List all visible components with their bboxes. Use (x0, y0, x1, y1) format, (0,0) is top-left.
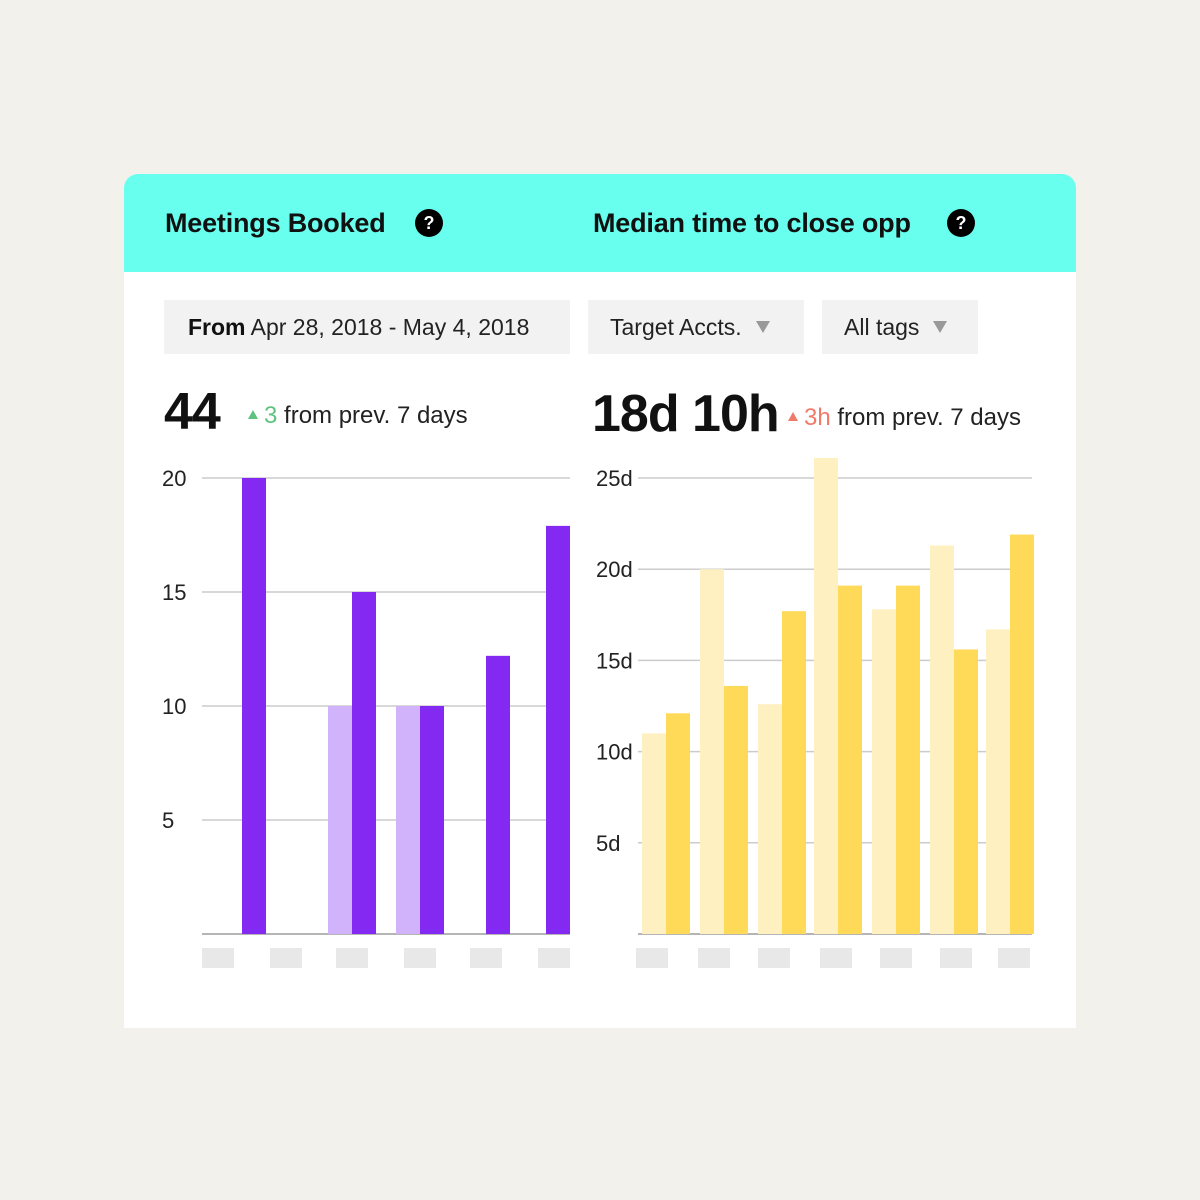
bar (872, 609, 896, 934)
y-tick-label: 10d (596, 740, 633, 765)
arrow-up-icon (248, 410, 258, 419)
meetings-booked-title: Meetings Booked (165, 208, 386, 238)
bar (420, 706, 444, 934)
close-time-delta-value: 3h (804, 404, 831, 431)
bar (1010, 534, 1034, 934)
card-header: Meetings Booked ? Median time to close o… (124, 174, 1076, 272)
bar (352, 592, 376, 934)
meetings-delta-value: 3 (264, 402, 278, 429)
x-category-placeholder (404, 948, 436, 968)
x-category-placeholder (698, 948, 730, 968)
chevron-down-icon (933, 321, 948, 333)
y-tick-label: 15d (596, 648, 633, 673)
close-time-value: 18d 10h (592, 385, 780, 443)
bar (328, 706, 352, 934)
x-category-placeholder (820, 948, 852, 968)
arrow-up-icon (788, 412, 798, 421)
x-category-placeholder (940, 948, 972, 968)
x-category-placeholder (880, 948, 912, 968)
median-time-title: Median time to close opp (593, 208, 911, 238)
x-category-placeholder (470, 948, 502, 968)
bar (486, 655, 510, 934)
date-range-value: Apr 28, 2018 - May 4, 2018 (250, 314, 530, 340)
bar (758, 704, 782, 934)
y-tick-label: 5d (596, 831, 620, 856)
bar (838, 585, 862, 934)
y-tick-label: 25d (596, 466, 633, 491)
accounts-dropdown[interactable]: Target Accts. (588, 300, 804, 354)
bar (724, 685, 748, 934)
meetings-value: 44 (164, 383, 221, 441)
bar (666, 713, 690, 934)
y-tick-label: 15 (162, 580, 186, 605)
date-range-filter[interactable]: From Apr 28, 2018 - May 4, 2018 (164, 300, 570, 354)
tags-dropdown[interactable]: All tags (822, 300, 978, 354)
chevron-down-icon (755, 321, 770, 333)
date-prefix: From (188, 314, 246, 340)
accounts-value: Target Accts. (610, 314, 742, 340)
meetings-delta-text: from prev. 7 days (284, 402, 468, 429)
bar (986, 629, 1010, 934)
bar (930, 545, 954, 934)
x-category-placeholder (270, 948, 302, 968)
close-time-delta: 3h from prev. 7 days (788, 404, 1021, 432)
bar (396, 706, 420, 934)
bar (954, 649, 978, 934)
bar (546, 525, 570, 934)
y-tick-label: 20 (162, 466, 186, 491)
help-icon[interactable]: ? (415, 209, 443, 237)
x-category-placeholder (758, 948, 790, 968)
close-time-delta-text: from prev. 7 days (837, 404, 1021, 431)
bar (642, 733, 666, 934)
bar (242, 478, 266, 934)
y-tick-label: 10 (162, 694, 186, 719)
bar (700, 569, 724, 934)
y-tick-label: 20d (596, 557, 633, 582)
x-category-placeholder (336, 948, 368, 968)
meetings-delta: 3 from prev. 7 days (248, 402, 468, 430)
y-tick-label: 5 (162, 808, 174, 833)
tags-value: All tags (844, 314, 920, 340)
x-category-placeholder (202, 948, 234, 968)
help-icon[interactable]: ? (947, 209, 975, 237)
bar (896, 585, 920, 934)
bar (782, 611, 806, 934)
x-category-placeholder (998, 948, 1030, 968)
x-category-placeholder (538, 948, 570, 968)
x-category-placeholder (636, 948, 668, 968)
bar (814, 457, 838, 934)
